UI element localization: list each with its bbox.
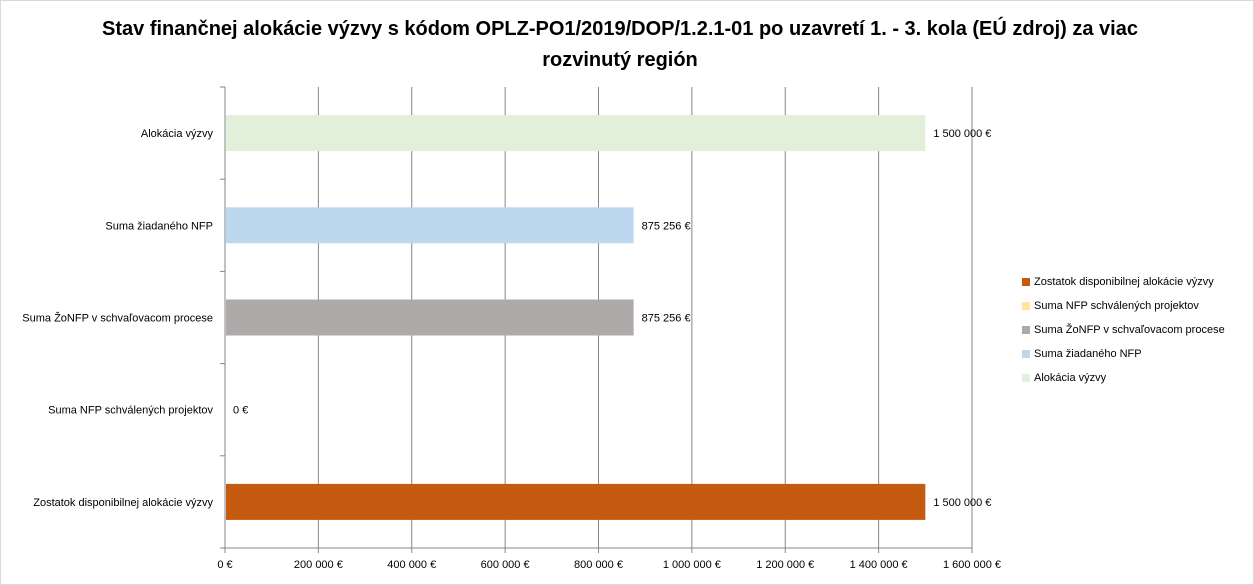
x-tick-label: 200 000 € [294,559,343,571]
data-label: 1 500 000 € [933,128,991,140]
legend-label: Suma žiadaného NFP [1034,348,1142,360]
category-label: Zostatok disponibilnej alokácie výzvy [33,497,213,509]
bar [226,207,634,244]
category-label: Suma NFP schválených projektov [48,405,213,417]
x-tick-label: 0 € [217,559,232,571]
x-tick-label: 800 000 € [574,559,623,571]
category-label: Suma ŽoNFP v schvaľovacom procese [22,312,213,325]
legend-label: Alokácia výzvy [1034,372,1107,384]
bar [226,483,926,520]
bar [226,115,926,152]
x-tick-label: 1 200 000 € [756,559,814,571]
legend-item: Suma NFP schválených projektov [1022,294,1250,318]
legend-swatch [1022,278,1030,286]
bar [226,299,634,336]
legend-swatch [1022,350,1030,358]
data-label: 0 € [233,405,248,417]
legend-swatch [1022,302,1030,310]
legend-item: Suma ŽoNFP v schvaľovacom procese [1022,318,1250,342]
legend-swatch [1022,326,1030,334]
x-tick-label: 1 600 000 € [943,559,1001,571]
legend-item: Zostatok disponibilnej alokácie výzvy [1022,270,1250,294]
legend-item: Alokácia výzvy [1022,366,1250,390]
category-label: Alokácia výzvy [141,128,214,140]
data-label: 875 256 € [642,313,691,325]
x-tick-label: 400 000 € [387,559,436,571]
legend-label: Suma ŽoNFP v schvaľovacom procese [1034,324,1225,336]
chart-title: Stav finančnej alokácie výzvy s kódom OP… [102,18,1138,71]
legend-swatch [1022,374,1030,382]
data-label: 1 500 000 € [933,497,991,509]
legend-item: Suma žiadaného NFP [1022,342,1250,366]
legend-label: Suma NFP schválených projektov [1034,300,1199,312]
legend-label: Zostatok disponibilnej alokácie výzvy [1034,276,1214,288]
x-tick-label: 1 400 000 € [850,559,908,571]
data-label: 875 256 € [642,220,691,232]
x-tick-label: 1 000 000 € [663,559,721,571]
category-label: Suma žiadaného NFP [105,220,213,232]
x-tick-label: 600 000 € [481,559,530,571]
chart-legend: Zostatok disponibilnej alokácie výzvy Sum… [1022,270,1250,390]
